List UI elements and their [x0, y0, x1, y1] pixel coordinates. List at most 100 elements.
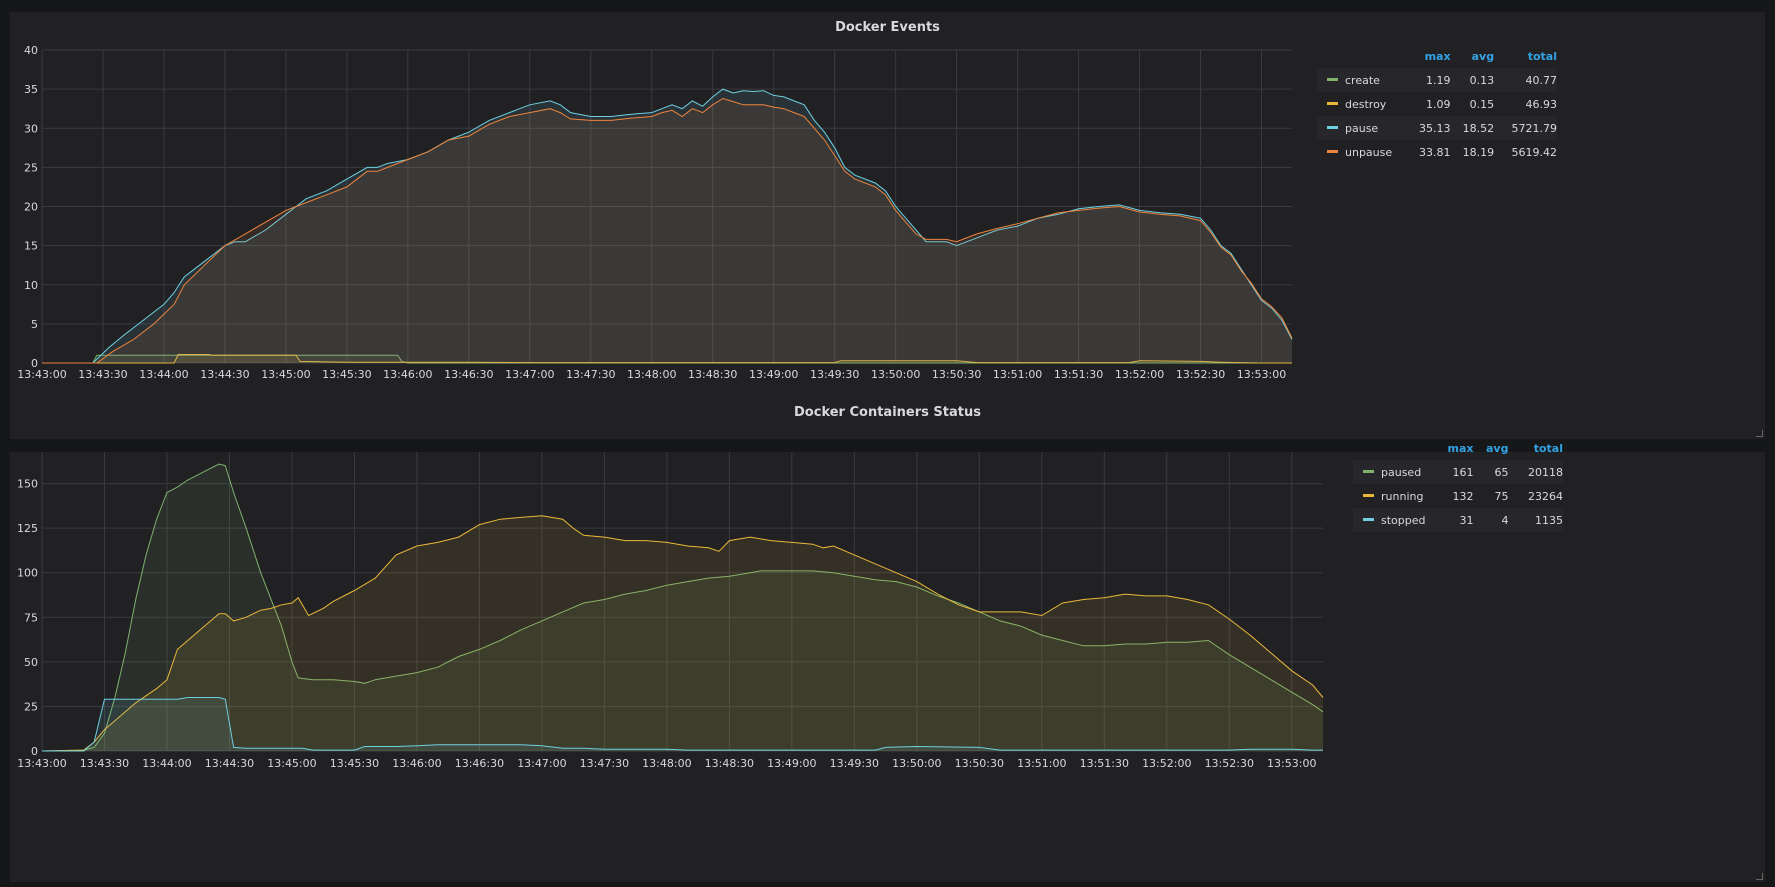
legend-item-stopped[interactable]: stopped 31 4 1135 — [1353, 508, 1563, 532]
legend-item-running[interactable]: running 132 75 23264 — [1353, 484, 1563, 508]
legend-value-max: 161 — [1433, 460, 1474, 484]
legend-item-create[interactable]: create 1.19 0.13 40.77 — [1317, 68, 1557, 92]
x-tick-label: 13:52:30 — [1205, 757, 1254, 770]
y-tick-label: 20 — [24, 201, 38, 214]
y-tick-label: 5 — [31, 318, 38, 331]
legend-series-name[interactable]: create — [1345, 73, 1380, 87]
legend-value-total: 5721.79 — [1494, 116, 1557, 140]
legend-header-blank — [1317, 46, 1407, 68]
x-tick-label: 13:49:00 — [749, 368, 798, 381]
legend-value-max: 1.19 — [1407, 68, 1451, 92]
legend-value-max: 35.13 — [1407, 116, 1451, 140]
legend-value-avg: 0.13 — [1450, 68, 1495, 92]
legend-swatch[interactable] — [1327, 102, 1338, 105]
legend-series-name[interactable]: paused — [1381, 465, 1422, 479]
x-tick-label: 13:47:30 — [566, 368, 615, 381]
x-tick-label: 13:52:00 — [1115, 368, 1164, 381]
legend-header-max[interactable]: max — [1447, 441, 1474, 455]
legend-header-avg[interactable]: avg — [1486, 441, 1509, 455]
x-tick-label: 13:49:30 — [830, 757, 879, 770]
x-tick-label: 13:49:30 — [810, 368, 859, 381]
legend-value-avg: 18.52 — [1450, 116, 1495, 140]
legend-swatch[interactable] — [1363, 494, 1374, 497]
y-tick-label: 125 — [17, 522, 38, 535]
legend-value-max: 33.81 — [1419, 145, 1451, 159]
panel-resize-handle[interactable] — [1756, 873, 1763, 880]
legend-value-total: 20118 — [1508, 460, 1563, 484]
series-area-running — [42, 515, 1323, 751]
legend-swatch[interactable] — [1363, 470, 1374, 473]
grid — [41, 49, 1292, 364]
legend-item-pause[interactable]: pause 35.13 18.52 5721.79 — [1317, 116, 1557, 140]
legend-swatch[interactable] — [1327, 126, 1338, 129]
legend-item-destroy[interactable]: destroy 1.09 0.15 46.93 — [1317, 92, 1557, 116]
legend-series-name[interactable]: stopped — [1381, 513, 1426, 527]
x-tick-label: 13:48:00 — [642, 757, 691, 770]
docker-containers-status-panel: Docker Containers Status 0 25 50 75 100 125 15… — [10, 405, 1765, 882]
y-tick-label: 35 — [24, 83, 38, 96]
x-tick-label: 13:43:00 — [17, 757, 66, 770]
x-tick-label: 13:43:30 — [78, 368, 127, 381]
docker-events-chart[interactable]: 0 5 10 15 20 25 30 35 40 13:43:00 13:43:30 13:44:00… — [10, 12, 1310, 439]
y-tick-label: 15 — [24, 240, 38, 253]
legend-value-total: 46.93 — [1525, 97, 1558, 111]
series-line-running[interactable] — [41, 515, 1324, 752]
series-line-stopped[interactable] — [42, 697, 1323, 752]
x-tick-label: 13:52:00 — [1142, 757, 1191, 770]
y-tick-label: 0 — [31, 745, 38, 758]
legend-value-avg: 0.15 — [1469, 97, 1495, 111]
series-line-unpause[interactable] — [42, 97, 1293, 364]
legend-swatch[interactable] — [1327, 150, 1338, 153]
legend-value-max: 1.09 — [1426, 97, 1451, 111]
x-tick-label: 13:48:30 — [705, 757, 754, 770]
legend-header-total[interactable]: total — [1533, 441, 1563, 455]
series-line-paused[interactable] — [41, 463, 1324, 752]
y-tick-label: 100 — [17, 567, 38, 580]
docker-containers-status-chart[interactable]: 025507510012515017513:43:0013:43:3013:44… — [10, 452, 1350, 882]
legend-header-max[interactable]: max — [1424, 49, 1451, 63]
series-area-create — [42, 355, 1292, 363]
series-area-destroy — [42, 354, 1292, 363]
legend-item-unpause[interactable]: unpause 33.81 18.19 5619.42 — [1317, 140, 1557, 164]
docker-events-panel: Docker Events 0 5 10 15 20 25 30 35 40 13:43:00 13… — [10, 12, 1765, 439]
y-tick-label: 150 — [17, 478, 38, 491]
x-tick-label: 13:45:30 — [322, 368, 371, 381]
series-line-destroy[interactable] — [42, 354, 1292, 364]
legend-series-name[interactable]: destroy — [1345, 97, 1387, 111]
x-tick-label: 13:46:00 — [383, 368, 432, 381]
x-tick-label: 13:51:30 — [1080, 757, 1129, 770]
x-tick-label: 13:47:30 — [580, 757, 629, 770]
x-tick-label: 13:51:30 — [1054, 368, 1103, 381]
legend-header-total[interactable]: total — [1527, 49, 1557, 63]
x-tick-label: 13:48:30 — [688, 368, 737, 381]
x-tick-label: 13:44:00 — [142, 757, 191, 770]
x-tick-label: 13:43:00 — [17, 368, 66, 381]
x-tick-label: 13:51:00 — [1017, 757, 1066, 770]
x-tick-label: 13:46:30 — [455, 757, 504, 770]
legend-series-name[interactable]: pause — [1345, 121, 1379, 135]
legend-item-paused[interactable]: paused 161 65 20118 — [1353, 460, 1563, 484]
x-tick-label: 13:50:00 — [892, 757, 941, 770]
x-tick-label: 13:44:30 — [205, 757, 254, 770]
x-tick-label: 13:50:00 — [871, 368, 920, 381]
x-tick-label: 13:44:00 — [139, 368, 188, 381]
legend-value-total: 5619.42 — [1511, 145, 1558, 159]
legend-value-avg: 4 — [1473, 508, 1509, 532]
panel-title: Docker Containers Status — [794, 405, 981, 420]
series-area-unpause — [42, 98, 1292, 363]
legend-series-name[interactable]: unpause — [1345, 145, 1393, 159]
legend-value-avg: 75 — [1494, 489, 1509, 503]
legend-header-avg[interactable]: avg — [1471, 49, 1495, 63]
legend-swatch[interactable] — [1363, 518, 1374, 521]
y-tick-label: 75 — [24, 611, 38, 624]
grid — [41, 452, 1323, 752]
x-tick-label: 13:53:00 — [1237, 368, 1286, 381]
legend-series-name[interactable]: running — [1381, 489, 1424, 503]
x-tick-label: 13:46:30 — [444, 368, 493, 381]
legend-value-max: 132 — [1452, 489, 1474, 503]
x-tick-label: 13:43:30 — [80, 757, 129, 770]
y-tick-label: 0 — [31, 357, 38, 370]
panel-resize-handle[interactable] — [1756, 430, 1763, 437]
y-tick-label: 25 — [24, 161, 38, 174]
legend-swatch[interactable] — [1327, 78, 1338, 81]
